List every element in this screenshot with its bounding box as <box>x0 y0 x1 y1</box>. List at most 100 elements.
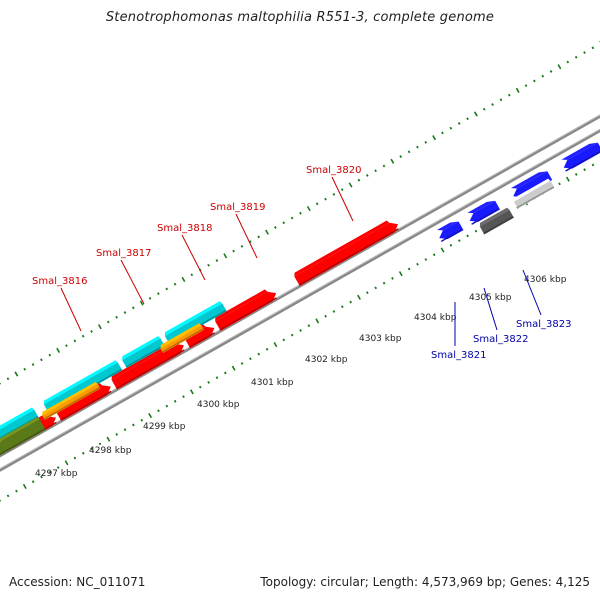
tick-minor <box>299 329 302 332</box>
tick-major <box>14 371 19 377</box>
tick-minor <box>332 192 336 196</box>
tick-minor <box>307 324 311 328</box>
tick-track-upper <box>0 40 600 385</box>
feature-body <box>563 142 600 169</box>
gene-label-leader <box>522 269 542 316</box>
tick-minor <box>591 46 595 50</box>
feature-shade <box>565 150 600 172</box>
tick-major <box>398 271 403 277</box>
feature-shade <box>219 297 277 331</box>
tick-minor <box>265 347 269 351</box>
tick-minor <box>382 281 386 285</box>
tick-minor <box>357 178 361 182</box>
tick-minor <box>591 163 595 167</box>
tick-minor <box>6 377 10 381</box>
tick-minor <box>165 404 169 408</box>
scale-label: 4305 kbp <box>469 293 512 303</box>
tick-minor <box>31 480 35 484</box>
tick-major <box>106 436 111 442</box>
tick-minor <box>324 314 327 318</box>
gene-arrow-reverse-1 <box>436 221 464 243</box>
feature-shade <box>189 332 216 348</box>
gene-label-reverse: Smal_3822 <box>473 334 528 345</box>
feature-shade <box>471 208 498 225</box>
tick-major <box>432 135 437 141</box>
feature-body <box>439 221 464 240</box>
feature-shade <box>0 428 46 456</box>
scale-label: 4298 kbp <box>89 446 132 456</box>
tick-minor <box>366 291 369 294</box>
accession-text: Accession: NC_011071 <box>9 575 146 589</box>
tick-minor <box>449 126 453 130</box>
tick-minor <box>399 155 403 158</box>
tick-minor <box>257 235 260 239</box>
tick-minor <box>48 470 52 474</box>
tick-minor <box>407 267 411 271</box>
gene-arrow-forward-5 <box>215 289 277 331</box>
tick-minor <box>499 98 503 102</box>
feature-bevel <box>122 336 161 361</box>
tick-minor <box>165 287 169 291</box>
tick-minor <box>215 259 219 262</box>
tick-minor <box>466 117 469 121</box>
gene-block-grey-dark <box>479 207 514 235</box>
tick-minor <box>315 202 319 206</box>
tick-minor <box>583 168 586 172</box>
tick-minor <box>240 244 244 248</box>
feature-body <box>184 326 215 349</box>
feature-shade <box>116 349 185 390</box>
feature-shade <box>516 186 555 209</box>
tick-minor <box>48 353 52 357</box>
tick-minor <box>73 456 77 460</box>
tick-major <box>390 158 395 164</box>
gene-label-leader <box>181 234 206 281</box>
tick-minor <box>491 103 494 106</box>
gene-label-leader <box>331 176 354 222</box>
feature-body <box>0 419 46 456</box>
tick-minor <box>365 174 369 177</box>
gene-label-forward: Smal_3818 <box>157 223 212 234</box>
tick-minor <box>65 344 68 348</box>
gene-label-leader <box>120 259 145 305</box>
tick-major <box>189 389 194 395</box>
tick-minor <box>131 306 135 310</box>
tick-minor <box>173 399 177 403</box>
tick-minor <box>466 234 469 238</box>
tick-minor <box>248 240 252 244</box>
tick-minor <box>541 74 545 78</box>
feature-bevel <box>111 341 176 380</box>
backbone-line <box>0 128 600 472</box>
gene-label-reverse: Smal_3823 <box>516 319 571 330</box>
tick-minor <box>198 385 202 389</box>
tick-minor <box>549 70 553 73</box>
tick-minor <box>282 338 286 342</box>
tick-minor <box>215 376 219 380</box>
feature-body <box>215 291 277 331</box>
feature-bevel <box>42 381 98 416</box>
feature-body <box>294 222 399 287</box>
tick-minor <box>31 363 35 366</box>
feature-bevel <box>513 178 551 202</box>
gene-arrow-reverse-4 <box>561 142 600 172</box>
feature-shade <box>125 344 165 368</box>
feature-body <box>513 180 555 209</box>
tick-major <box>265 229 269 235</box>
tick-major <box>64 460 69 466</box>
tick-major <box>22 483 27 489</box>
map-title: Stenotrophomonas maltophilia R551-3, com… <box>105 10 495 25</box>
tick-minor <box>299 211 302 215</box>
scale-label: 4300 kbp <box>197 400 240 410</box>
feature-bevel <box>43 360 118 405</box>
gene-block-cyan-3 <box>122 336 165 368</box>
scale-label: 4301 kbp <box>251 378 294 388</box>
label-leaders <box>60 176 542 346</box>
tick-minor <box>449 243 453 247</box>
tick-minor <box>290 333 294 337</box>
tick-minor <box>207 263 210 267</box>
tick-minor <box>249 357 252 361</box>
feature-bevel <box>479 207 510 227</box>
tick-minor <box>73 339 77 343</box>
tick-minor <box>416 262 419 266</box>
tick-minor <box>424 258 428 261</box>
